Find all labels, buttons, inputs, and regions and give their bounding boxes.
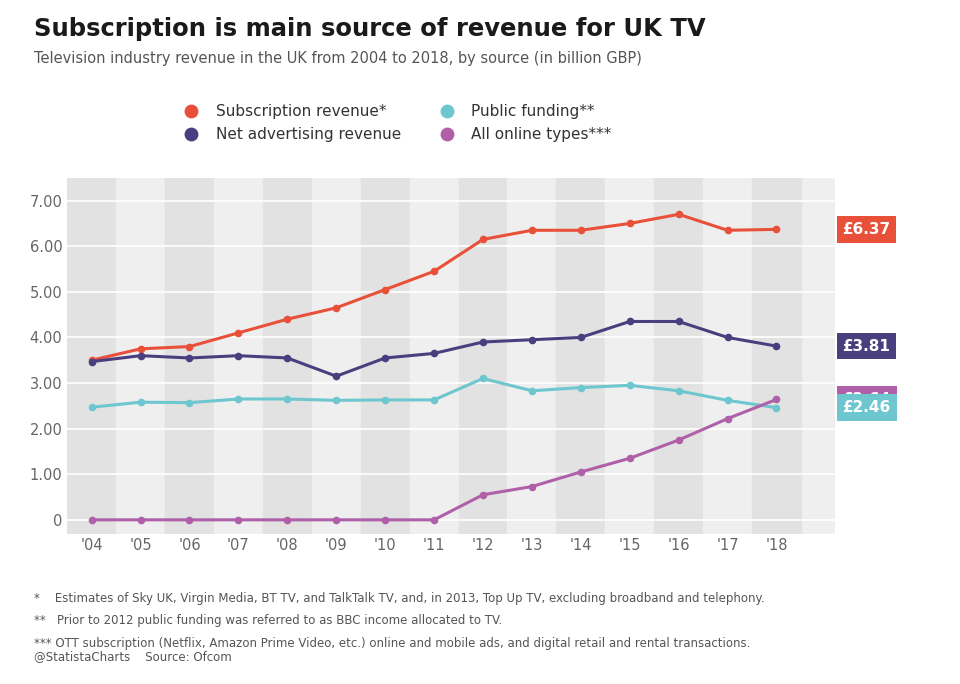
Text: £2.64: £2.64 [843,392,891,407]
Text: £3.81: £3.81 [843,339,891,354]
Text: Television industry revenue in the UK from 2004 to 2018, by source (in billion G: Television industry revenue in the UK fr… [34,51,641,66]
Bar [67,178,116,534]
Bar [752,178,801,534]
Bar [508,178,557,534]
Text: **   Prior to 2012 public funding was referred to as BBC income allocated to TV.: ** Prior to 2012 public funding was refe… [34,614,502,627]
Legend: Subscription revenue*, Net advertising revenue, Public funding**, All online typ: Subscription revenue*, Net advertising r… [176,104,612,142]
Bar [606,178,654,534]
Text: *** OTT subscription (Netflix, Amazon Prime Video, etc.) online and mobile ads, : *** OTT subscription (Netflix, Amazon Pr… [34,637,750,650]
Bar [263,178,312,534]
Text: Subscription is main source of revenue for UK TV: Subscription is main source of revenue f… [34,17,706,41]
Text: £6.37: £6.37 [843,222,891,237]
Bar [361,178,410,534]
Text: @StatistaCharts    Source: Ofcom: @StatistaCharts Source: Ofcom [34,650,231,663]
Bar [116,178,165,534]
Bar [557,178,606,534]
Bar [459,178,508,534]
Text: £2.46: £2.46 [843,400,891,415]
Bar [165,178,214,534]
Bar [410,178,459,534]
Bar [703,178,752,534]
Bar [312,178,361,534]
Bar [654,178,703,534]
Bar [214,178,263,534]
Text: *    Estimates of Sky UK, Virgin Media, BT TV, and TalkTalk TV, and, in 2013, To: * Estimates of Sky UK, Virgin Media, BT … [34,592,764,605]
